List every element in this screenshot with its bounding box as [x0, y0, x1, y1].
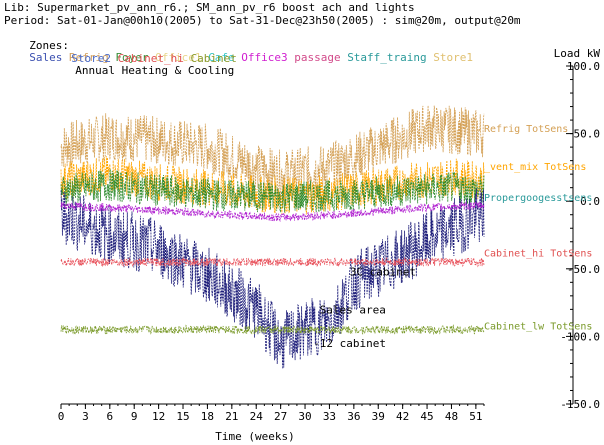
zone-cabinet-hi: Cabinet_hi: [117, 52, 191, 65]
library-line: Lib: Supermarket_pv_ann_r6.; SM_ann_pv_r…: [4, 1, 415, 14]
zones-row-1: Zones: Sales Refrig Foyer Office1 Cafe O…: [16, 28, 480, 64]
x-tick-label: 48: [445, 410, 458, 423]
series-sales: [60, 188, 485, 369]
series-label: Cabinet_lw TotSens: [484, 322, 592, 333]
annotation: -12 cabinet: [313, 337, 386, 350]
y-tick-label: 100.0: [567, 60, 600, 73]
zone-refrig: Refrig: [69, 51, 116, 64]
y-tick-label: 0.0: [580, 195, 600, 208]
x-tick-label: 15: [176, 410, 189, 423]
zones-row-2: Store2 Cabinet_hi Cabinet Annual Heating…: [58, 41, 243, 77]
zone-staff-traing: Staff_traing: [347, 51, 434, 64]
y-tick-label: -50.0: [567, 263, 600, 276]
zone-cabinet: Cabinet: [190, 52, 244, 65]
zones-label: Zones:: [29, 39, 69, 52]
y-tick-label: 50.0: [574, 128, 601, 141]
x-tick-label: 27: [274, 410, 287, 423]
x-tick-label: 45: [420, 410, 433, 423]
x-tick-label: 42: [396, 410, 409, 423]
x-tick-label: 0: [58, 410, 65, 423]
series-office3: [60, 201, 485, 223]
series-label: Refrig TotSens: [484, 124, 568, 135]
zone-sales: Sales: [29, 51, 69, 64]
zone-office3: Office3: [241, 51, 295, 64]
period-line: Period: Sat-01-Jan@00h10(2005) to Sat-31…: [4, 14, 521, 27]
zone-passage: passage: [294, 51, 348, 64]
series-cabinet-lw-totsens: [60, 324, 485, 336]
x-tick-label: 3: [82, 410, 89, 423]
x-tick-label: 12: [152, 410, 165, 423]
x-tick-label: 33: [323, 410, 336, 423]
zone-cafe: Cafe: [208, 51, 242, 64]
x-tick-label: 6: [106, 410, 113, 423]
zone-foyer: Foyer: [115, 51, 156, 64]
zone-office1: Office1: [155, 51, 209, 64]
y-tick-label: -100.0: [560, 330, 600, 343]
zone-store1: Store1: [433, 51, 480, 64]
series-label: Cabinet_hi TotSens: [484, 249, 592, 260]
series-label: _vent_mix TotSens: [484, 162, 586, 173]
x-axis-label: Time (weeks): [215, 430, 294, 443]
y-axis-label: Load kW: [554, 47, 601, 60]
x-tick-label: 36: [347, 410, 360, 423]
x-tick-label: 18: [201, 410, 214, 423]
y-tick-label: -150.0: [560, 398, 600, 411]
x-tick-label: 39: [372, 410, 385, 423]
x-tick-label: 21: [225, 410, 238, 423]
x-tick-label: 9: [131, 410, 138, 423]
series-cabinet-hi-totsens: [60, 256, 485, 268]
chart-title: Annual Heating & Cooling: [75, 64, 235, 77]
series-label: Propergoogesstsens: [484, 193, 592, 204]
annotation: 3C cabinet: [350, 266, 416, 279]
x-tick-label: 51: [469, 410, 482, 423]
annotation: Sales area: [320, 303, 386, 316]
x-tick-label: 30: [298, 410, 311, 423]
x-tick-label: 24: [250, 410, 264, 423]
series-foyer: [60, 169, 485, 213]
zone-store2: Store2: [71, 52, 118, 65]
